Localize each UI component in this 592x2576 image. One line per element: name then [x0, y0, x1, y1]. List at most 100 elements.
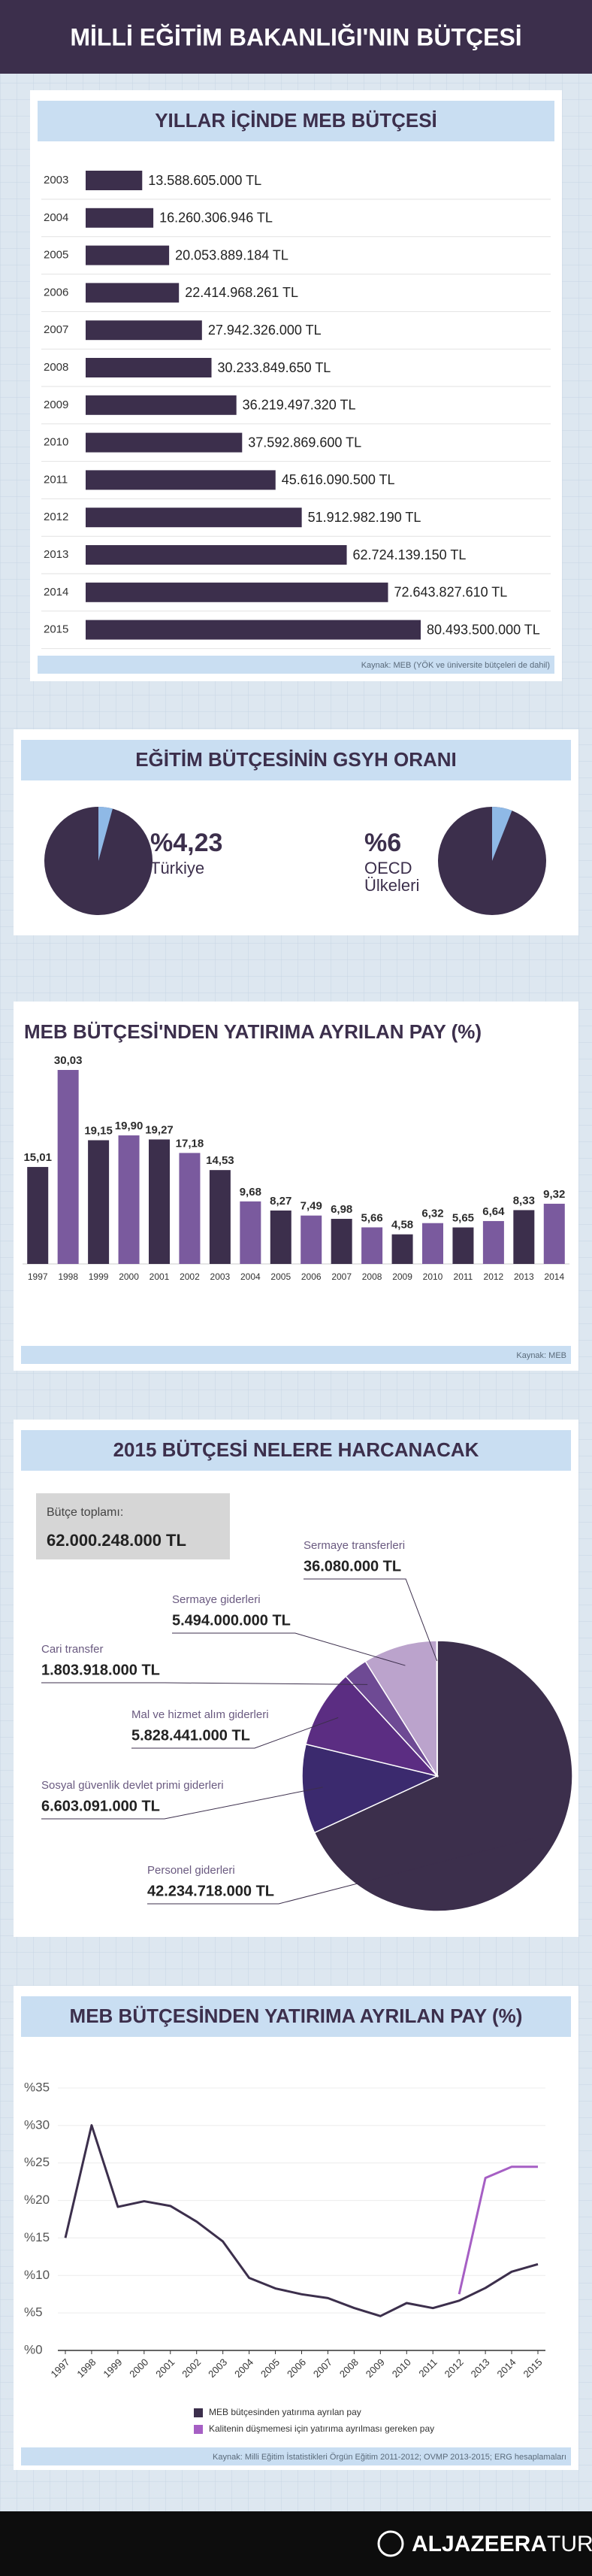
- bar: [361, 1227, 383, 1264]
- bar: [86, 508, 302, 528]
- leader-line: [41, 1787, 323, 1820]
- pie-slice: [305, 1675, 439, 1777]
- source-band: [38, 656, 554, 674]
- value-label: 9,32: [543, 1188, 565, 1201]
- bar: [86, 470, 276, 490]
- y-category-label: 2005: [44, 249, 68, 262]
- header-band: [0, 0, 592, 74]
- bar: [331, 1219, 352, 1264]
- x-tick-label: 2006: [301, 1271, 322, 1282]
- y-category-label: 2006: [44, 286, 68, 299]
- value-label: 16.260.306.946 TL: [159, 211, 273, 226]
- y-tick-label: %25: [24, 2155, 50, 2169]
- slice-name: Mal ve hizmet alım giderleri: [131, 1708, 269, 1721]
- value-label: 9,68: [240, 1186, 261, 1199]
- value-label: 62.724.139.150 TL: [353, 547, 467, 562]
- section-title: 2015 BÜTÇESİ NELERE HARCANACAK: [113, 1438, 479, 1461]
- value-label: 14,53: [206, 1154, 234, 1167]
- value-label: 7,49: [301, 1200, 322, 1213]
- value-label: 20.053.889.184 TL: [175, 247, 288, 262]
- bar: [270, 1210, 291, 1264]
- pie-slice: [313, 1640, 573, 1912]
- y-tick-label: %0: [24, 2342, 43, 2356]
- value-label: 5,65: [452, 1211, 474, 1224]
- y-category-label: 2008: [44, 361, 68, 374]
- x-tick-label: 2014: [544, 1271, 564, 1282]
- value-label: 19,15: [84, 1124, 113, 1137]
- y-category-label: 2004: [44, 211, 68, 224]
- bar: [543, 1203, 565, 1264]
- value-label: 30,03: [54, 1054, 83, 1067]
- bar: [86, 320, 202, 341]
- bar: [57, 1070, 79, 1264]
- x-tick-label: 1998: [58, 1271, 78, 1282]
- y-category-label: 2003: [44, 174, 68, 186]
- value-label: 5,66: [361, 1211, 383, 1224]
- x-tick-label: 2004: [240, 1271, 261, 1282]
- source-band: [21, 1346, 571, 1364]
- bar: [452, 1227, 474, 1264]
- legend-label: Kalitenin düşmemesi için yatırıma ayrılm…: [209, 2423, 434, 2434]
- value-label: 37.592.869.600 TL: [248, 435, 361, 450]
- y-tick-label: %15: [24, 2230, 50, 2244]
- bar: [86, 545, 347, 565]
- x-tick-label: 2012: [484, 1271, 504, 1282]
- bar: [86, 582, 388, 602]
- legend-swatch: [194, 2425, 203, 2434]
- bar: [86, 395, 237, 415]
- value-label: %6: [364, 829, 401, 857]
- value-label: 19,27: [145, 1123, 174, 1136]
- section-title: YILLAR İÇİNDE MEB BÜTÇESİ: [155, 109, 437, 132]
- pie-slice: [301, 1743, 439, 1834]
- slice-name: Sermaye giderleri: [172, 1593, 261, 1606]
- value-label: 51.912.982.190 TL: [308, 510, 421, 525]
- category-label: Türkiye: [150, 859, 205, 877]
- category-label-box: OECD Ülkeleri: [364, 859, 420, 896]
- section-box: [14, 1986, 578, 2470]
- y-tick-label: %35: [24, 2080, 50, 2094]
- series-line: [64, 2124, 539, 2317]
- source-note: Kaynak: MEB: [516, 1351, 566, 1360]
- total-label: Bütçe toplamı:: [47, 1506, 123, 1519]
- value-label: 17,18: [176, 1137, 204, 1150]
- bar: [240, 1201, 261, 1264]
- brand-icon: [377, 2530, 404, 2557]
- page-title: MİLLİ EĞİTİM BAKANLIĞI'NIN BÜTÇESİ: [70, 23, 521, 50]
- section-title: MEB BÜTÇESİ'NDEN YATIRIMA AYRILAN PAY (%…: [24, 1020, 482, 1043]
- value-label: 72.643.827.610 TL: [394, 585, 508, 600]
- bar: [301, 1215, 322, 1264]
- pie-slice: [492, 807, 512, 861]
- slice-value: 42.234.718.000 TL: [147, 1883, 274, 1899]
- bar: [86, 358, 212, 377]
- pie-slice: [98, 807, 113, 861]
- x-tick-label: 2010: [423, 1271, 443, 1282]
- x-tick-label: 2003: [210, 1271, 231, 1282]
- series-line: [458, 2165, 538, 2295]
- slice-value: 36.080.000 TL: [304, 1558, 401, 1574]
- source-note: Kaynak: Milli Eğitim İstatistikleri Örgü…: [213, 2452, 566, 2462]
- category-label: OECD Ülkeleri: [364, 859, 420, 896]
- bar: [86, 245, 170, 265]
- x-tick-label: 2011: [454, 1271, 473, 1282]
- bar: [86, 283, 180, 303]
- legend-swatch: [194, 2408, 203, 2417]
- value-label: 15,01: [23, 1151, 52, 1164]
- value-label: 30.233.849.650 TL: [218, 360, 331, 375]
- leader-line: [172, 1632, 406, 1666]
- bar: [86, 171, 143, 190]
- bar: [209, 1170, 231, 1264]
- source-note: Kaynak: MEB (YÖK ve üniversite bütçeleri…: [361, 661, 550, 670]
- x-tick-label: 1997: [28, 1271, 48, 1282]
- value-label: 6,32: [421, 1208, 443, 1220]
- bar: [27, 1167, 49, 1264]
- leader-line: [41, 1682, 368, 1685]
- brand-suffix: TURK: [547, 2532, 592, 2556]
- bar: [482, 1220, 504, 1264]
- y-tick-label: %10: [24, 2268, 50, 2282]
- y-tick-label: %20: [24, 2193, 50, 2207]
- slice-value: 5.828.441.000 TL: [131, 1727, 250, 1744]
- section-title: MEB BÜTÇESİNDEN YATIRIMA AYRILAN PAY (%): [70, 2005, 523, 2027]
- value-label: 8,27: [270, 1195, 291, 1208]
